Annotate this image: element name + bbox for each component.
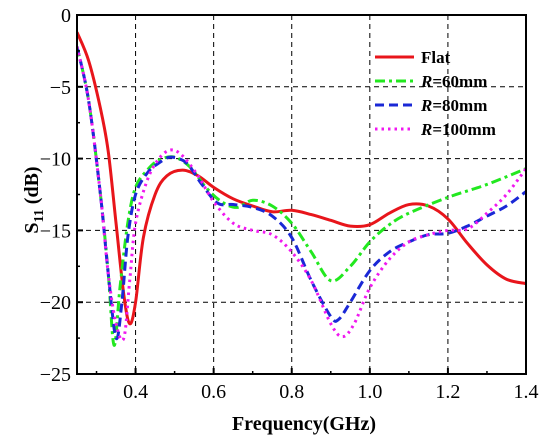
legend-label-variable: R (420, 120, 432, 139)
x-tick-label: 1.4 (514, 381, 539, 403)
y-tick-label: −5 (50, 77, 71, 99)
series-line-r-100mm (77, 46, 526, 342)
legend-label: Flat (421, 48, 451, 67)
legend-label-value: =60mm (432, 72, 487, 91)
axis-ticks (77, 14, 527, 375)
y-tick-label: −10 (40, 149, 71, 171)
y-axis-title-subscript: 11 (32, 209, 47, 222)
series-line-r-60mm (77, 46, 526, 347)
legend-label: R=60mm (420, 72, 487, 91)
y-tick-label: −20 (40, 292, 71, 314)
axis-tick-labels: 0.4 0.6 0.8 1.0 1.2 1.4 0 −5 −10 −15 −20 −25 (40, 5, 539, 403)
legend-label-variable: R (420, 96, 432, 115)
y-tick-label: −15 (40, 220, 71, 242)
x-tick-label: 0.6 (201, 381, 226, 403)
legend-label: R=100mm (420, 120, 496, 139)
legend-label-variable: R (420, 72, 432, 91)
y-axis-title: S11 (dB) (21, 166, 47, 233)
legend-label-value: =80mm (432, 96, 487, 115)
x-tick-label: 1.2 (435, 381, 460, 403)
legend-label-value: Flat (421, 48, 451, 67)
x-tick-label: 0.8 (279, 381, 304, 403)
y-axis-title-unit: (dB) (21, 166, 43, 209)
series-lines (77, 31, 526, 347)
legend-label: R=80mm (420, 96, 487, 115)
x-tick-label: 0.4 (123, 381, 148, 403)
legend-label-value: =100mm (432, 120, 496, 139)
x-tick-label: 1.0 (357, 381, 382, 403)
y-tick-label: −25 (40, 364, 71, 386)
x-axis-title: Frequency(GHz) (232, 413, 376, 435)
y-axis-title-main: S (21, 222, 43, 233)
y-tick-label: 0 (61, 5, 71, 27)
gridlines (77, 15, 526, 374)
